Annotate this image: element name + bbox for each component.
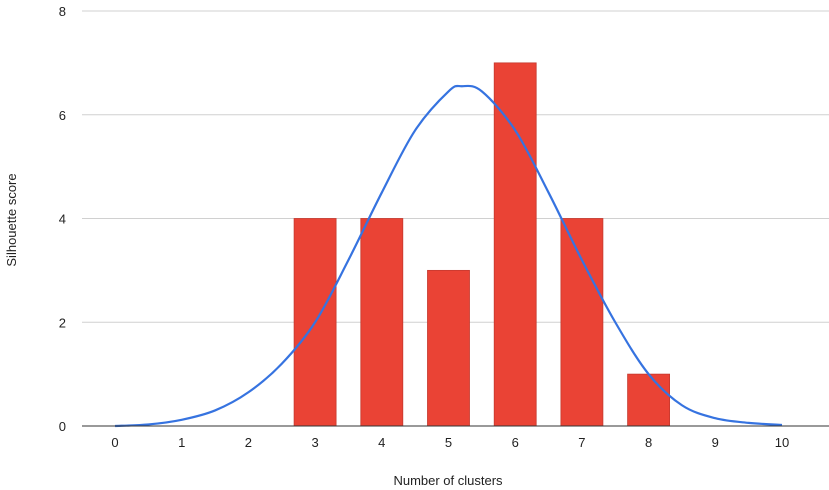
x-tick-label: 0	[111, 435, 118, 450]
x-tick-label: 3	[311, 435, 318, 450]
x-tick-label: 6	[512, 435, 519, 450]
x-tick-label: 5	[445, 435, 452, 450]
bar	[360, 218, 404, 427]
bar	[560, 218, 604, 427]
y-axis-title: Silhouette score	[4, 173, 19, 266]
y-tick-label: 4	[59, 212, 66, 227]
x-tick-label: 1	[178, 435, 185, 450]
y-tick-label: 2	[59, 315, 66, 330]
bars	[293, 62, 670, 427]
bar	[627, 373, 670, 427]
y-tick-label: 6	[59, 108, 66, 123]
bar	[493, 62, 537, 427]
x-tick-label: 10	[775, 435, 789, 450]
x-tick-label: 8	[645, 435, 652, 450]
axes: 0 2 4 6 8 0 1 2 3 4 5 6 7 8 9 10	[59, 4, 829, 450]
y-tick-label: 8	[59, 4, 66, 19]
x-axis-title: Number of clusters	[393, 473, 503, 488]
curve	[114, 84, 783, 428]
y-tick-label: 0	[59, 419, 66, 434]
curve-line	[114, 84, 783, 428]
x-tick-label: 2	[245, 435, 252, 450]
x-tick-label: 7	[578, 435, 585, 450]
x-tick-label: 9	[712, 435, 719, 450]
x-tick-label: 4	[378, 435, 385, 450]
bar	[427, 269, 470, 427]
